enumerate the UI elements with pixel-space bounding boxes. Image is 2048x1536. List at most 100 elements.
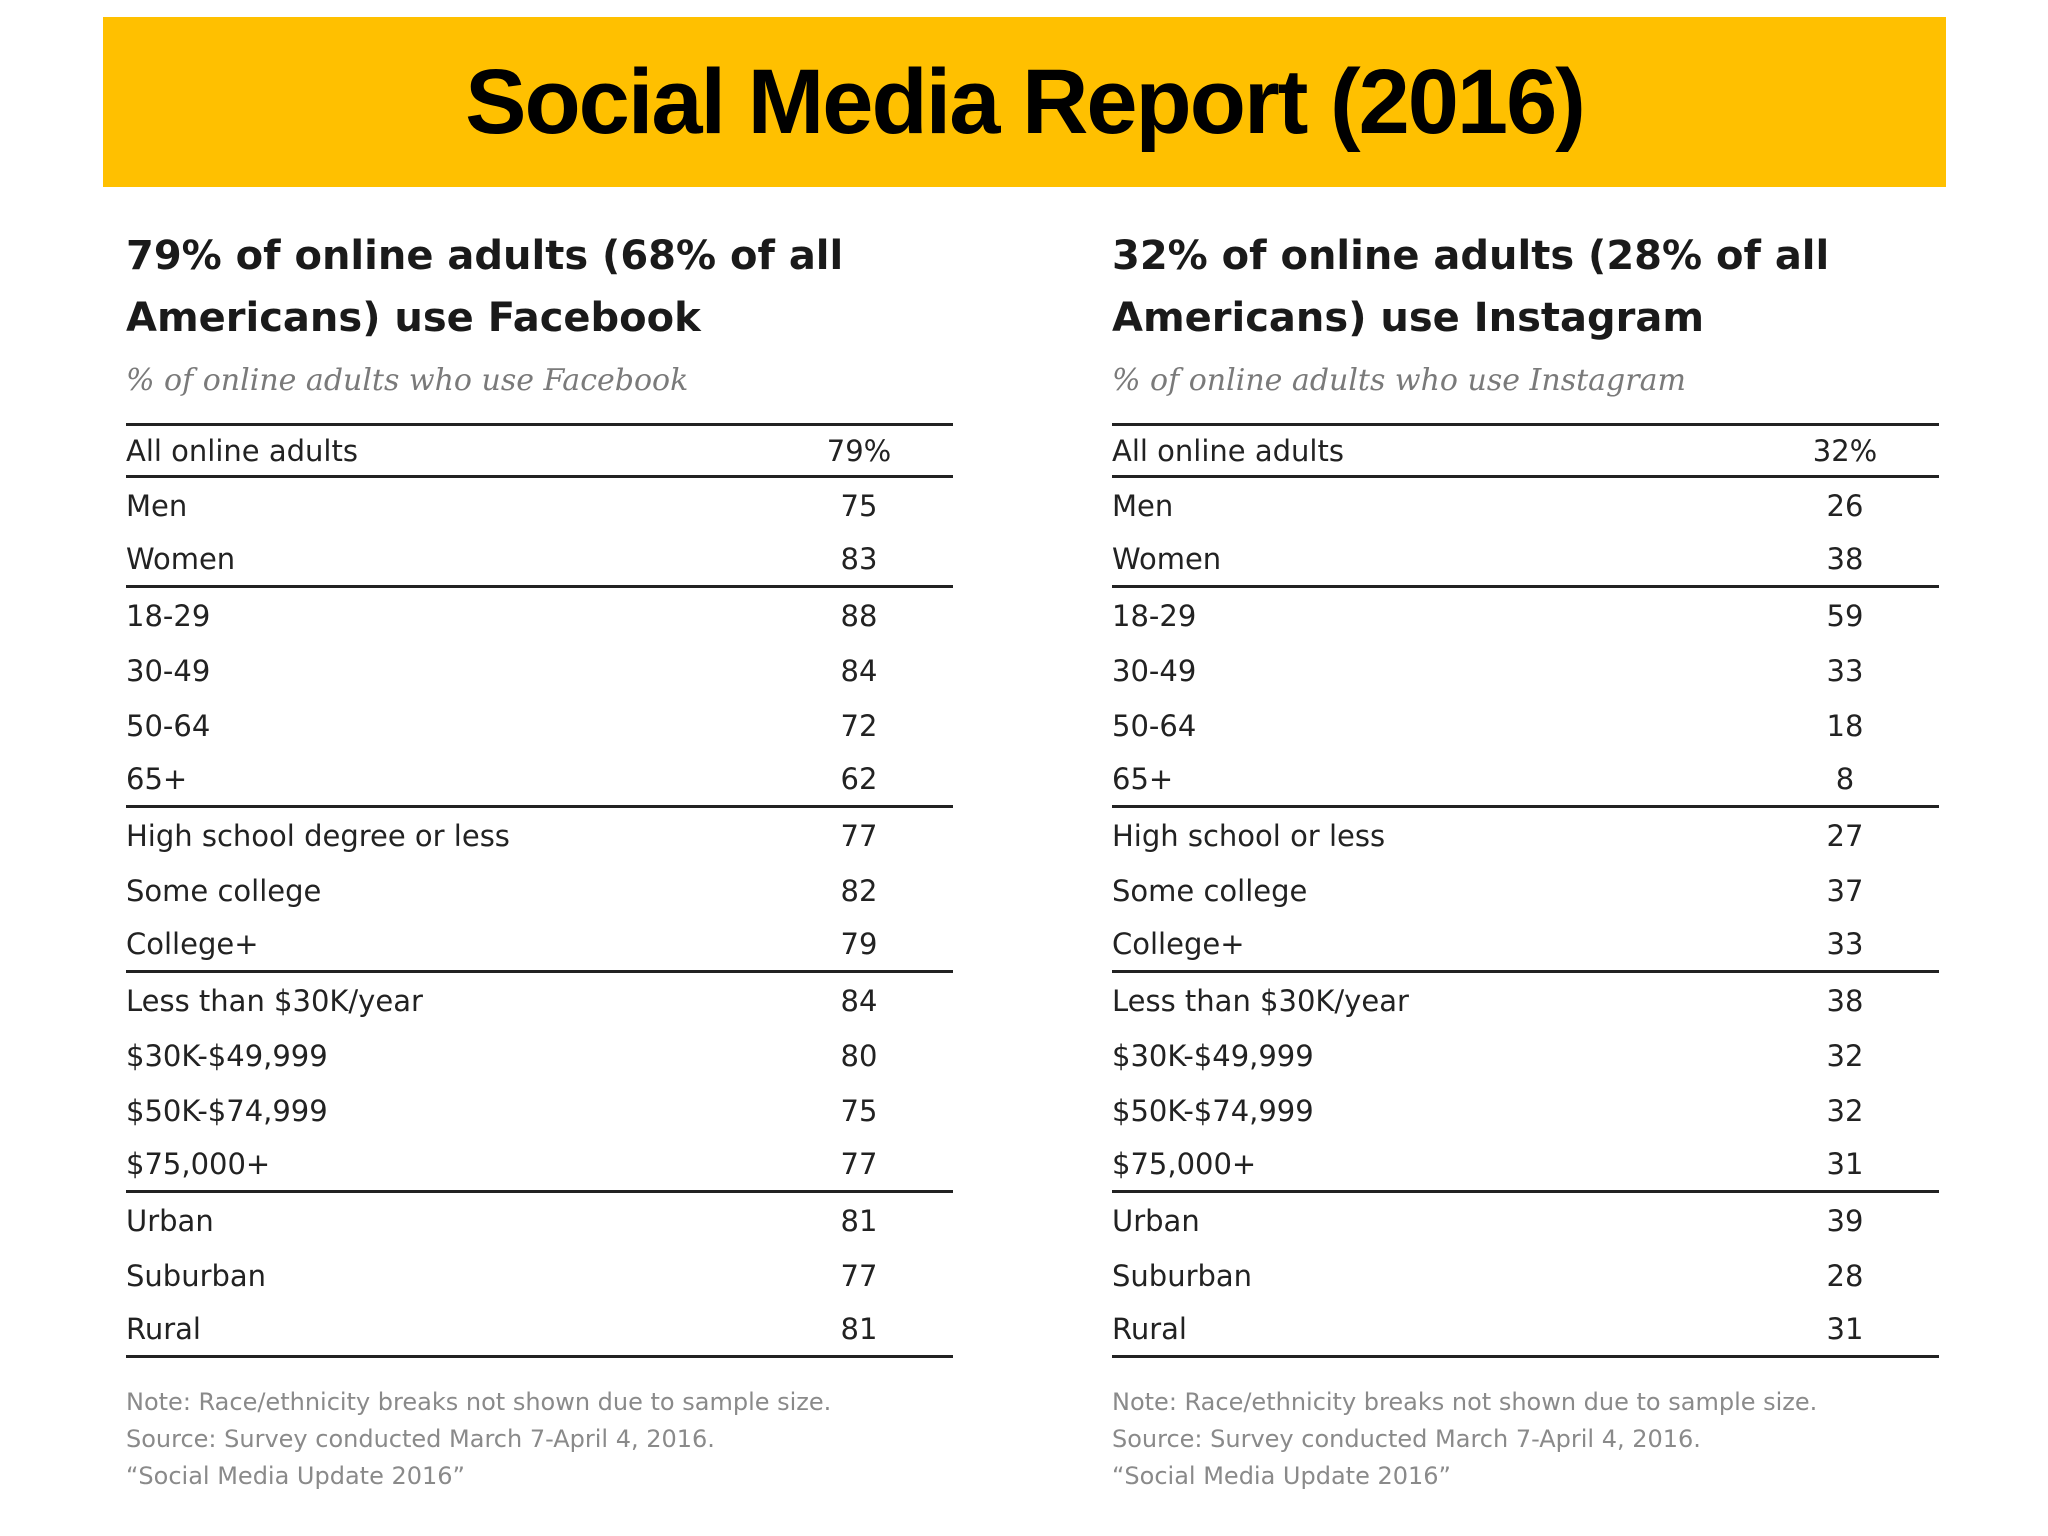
row-value: 27 — [1826, 818, 1864, 853]
row-value: 88 — [840, 598, 878, 633]
panel-heading-line: Americans) use Instagram — [1112, 295, 1705, 341]
row-value: 39 — [1826, 1203, 1864, 1238]
row-value: 31 — [1826, 1147, 1864, 1181]
row-label: Less than $30K/year — [126, 983, 423, 1018]
note-line: Source: Survey conducted March 7-April 4… — [1112, 1425, 1701, 1453]
row-label: College+ — [1112, 927, 1245, 961]
table-row: 50-64 18 — [1112, 698, 1939, 753]
row-label: 18-29 — [1112, 598, 1197, 633]
row-label: 65+ — [1112, 762, 1174, 796]
row-label: Urban — [1112, 1203, 1200, 1238]
row-label: Suburban — [126, 1258, 267, 1293]
note-line: “Social Media Update 2016” — [1112, 1462, 1451, 1490]
table-row: Rural 31 — [1112, 1303, 1939, 1358]
row-value: 77 — [840, 1147, 878, 1181]
table-row: Women 38 — [1112, 533, 1939, 588]
row-value: 79% — [826, 433, 892, 468]
title-banner: Social Media Report (2016) — [103, 17, 1946, 187]
row-value: 32 — [1826, 1038, 1864, 1073]
table-row: Less than $30K/year 38 — [1112, 973, 1939, 1028]
row-value: 33 — [1826, 653, 1864, 688]
table-row: Men 75 — [126, 478, 953, 533]
row-label: Women — [126, 542, 236, 576]
row-label: High school degree or less — [126, 818, 510, 853]
row-label: $30K-$49,999 — [1112, 1038, 1314, 1073]
table-row: Men 26 — [1112, 478, 1939, 533]
row-label: All online adults — [126, 433, 358, 468]
row-label: 18-29 — [126, 598, 211, 633]
panel-subheading: % of online adults who use Instagram — [1112, 363, 1686, 398]
row-label: Less than $30K/year — [1112, 983, 1409, 1018]
row-label: High school or less — [1112, 818, 1386, 853]
row-value: 28 — [1826, 1258, 1864, 1293]
table-row: Some college 37 — [1112, 863, 1939, 918]
row-value: 82 — [840, 873, 878, 908]
table-row: $75,000+ 31 — [1112, 1138, 1939, 1193]
table-row: Less than $30K/year 84 — [126, 973, 953, 1028]
row-label: Urban — [126, 1203, 214, 1238]
table-row: High school degree or less 77 — [126, 808, 953, 863]
row-label: Rural — [126, 1312, 201, 1346]
row-label: All online adults — [1112, 433, 1344, 468]
row-label: $75,000+ — [126, 1147, 271, 1181]
row-value: 62 — [840, 762, 878, 796]
facebook-panel: 79% of online adults (68% of all America… — [126, 225, 956, 1495]
panel-heading: 79% of online adults (68% of all America… — [126, 225, 886, 349]
row-value: 38 — [1826, 983, 1864, 1018]
row-value: 79 — [840, 927, 878, 961]
row-value: 77 — [840, 818, 878, 853]
table-row: 18-29 88 — [126, 588, 953, 643]
source-note: Note: Race/ethnicity breaks not shown du… — [1112, 1384, 1942, 1495]
row-value: 18 — [1826, 708, 1864, 743]
table-row: 18-29 59 — [1112, 588, 1939, 643]
row-value: 84 — [840, 983, 878, 1018]
row-label: $75,000+ — [1112, 1147, 1257, 1181]
table-row: 30-49 33 — [1112, 643, 1939, 698]
row-label: 30-49 — [1112, 653, 1197, 688]
row-value: 37 — [1826, 873, 1864, 908]
table-row: All online adults 32% — [1112, 426, 1939, 478]
row-label: Men — [126, 488, 188, 523]
table-row: 65+ 62 — [126, 753, 953, 808]
row-value: 75 — [840, 488, 878, 523]
panel-subheading: % of online adults who use Facebook — [126, 363, 689, 398]
row-value: 81 — [840, 1203, 878, 1238]
note-line: Source: Survey conducted March 7-April 4… — [126, 1425, 715, 1453]
table-row: College+ 79 — [126, 918, 953, 973]
row-label: $50K-$74,999 — [1112, 1093, 1314, 1128]
table-row: All online adults 79% — [126, 426, 953, 478]
row-label: 30-49 — [126, 653, 211, 688]
table-row: Urban 81 — [126, 1193, 953, 1248]
row-label: Some college — [126, 873, 322, 908]
row-label: Men — [1112, 488, 1174, 523]
panel-heading-line: 79% of online adults (68% of all — [126, 233, 844, 279]
table-row: Suburban 77 — [126, 1248, 953, 1303]
note-line: Note: Race/ethnicity breaks not shown du… — [126, 1388, 832, 1416]
panel-heading-line: 32% of online adults (28% of all — [1112, 233, 1830, 279]
table-row: $50K-$74,999 75 — [126, 1083, 953, 1138]
table-row: 65+ 8 — [1112, 753, 1939, 808]
row-label: Some college — [1112, 873, 1308, 908]
row-value: 84 — [840, 653, 878, 688]
row-value: 33 — [1826, 927, 1864, 961]
row-label: Rural — [1112, 1312, 1187, 1346]
row-label: 50-64 — [126, 708, 211, 743]
row-value: 31 — [1826, 1312, 1864, 1346]
data-table: All online adults 32% Men 26 Women 38 18-29 59 3… — [1112, 423, 1939, 1358]
row-value: 32% — [1812, 433, 1878, 468]
row-label: 50-64 — [1112, 708, 1197, 743]
row-label: $50K-$74,999 — [126, 1093, 328, 1128]
table-row: $75,000+ 77 — [126, 1138, 953, 1193]
row-value: 83 — [840, 542, 878, 576]
table-row: $30K-$49,999 32 — [1112, 1028, 1939, 1083]
table-row: 30-49 84 — [126, 643, 953, 698]
note-line: Note: Race/ethnicity breaks not shown du… — [1112, 1388, 1818, 1416]
panel-heading-line: Americans) use Facebook — [126, 295, 701, 341]
table-row: Rural 81 — [126, 1303, 953, 1358]
page-title: Social Media Report (2016) — [465, 50, 1586, 153]
note-line: “Social Media Update 2016” — [126, 1462, 465, 1490]
row-label: 65+ — [126, 762, 188, 796]
table-row: Some college 82 — [126, 863, 953, 918]
row-value: 8 — [1835, 762, 1855, 796]
row-label: Women — [1112, 542, 1222, 576]
